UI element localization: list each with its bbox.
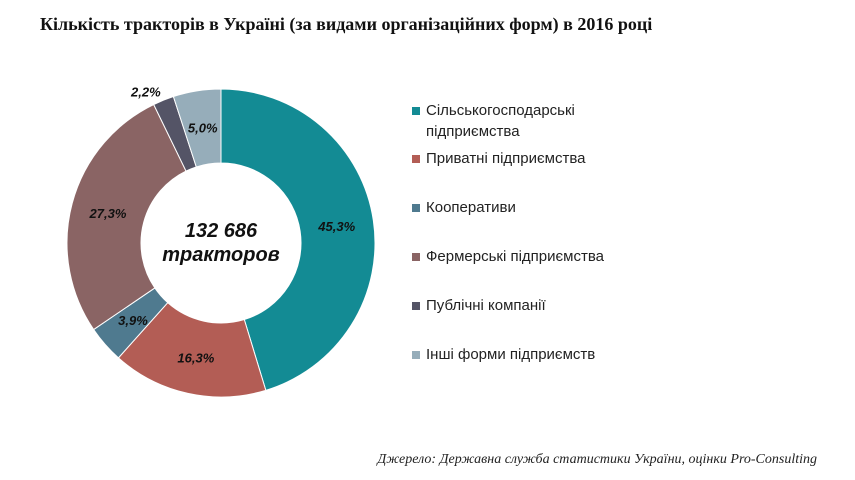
legend-item-private: Приватні підприємства bbox=[412, 148, 626, 169]
legend-swatch bbox=[412, 351, 420, 359]
center-total-unit: тракторов bbox=[162, 244, 280, 266]
slice-labels: 45,3% 16,3% 3,9% 27,3% 2,2% 5,0% bbox=[89, 84, 356, 365]
legend-swatch bbox=[412, 107, 420, 115]
legend-item-cooperatives: Кооперативи bbox=[412, 197, 626, 218]
legend-label: Інші форми підприємств bbox=[426, 346, 596, 363]
slice-label-farms: 27,3% bbox=[89, 206, 127, 221]
source-note: Джерело: Державна служба статистики Укра… bbox=[377, 452, 817, 467]
legend-label: Кооперативи bbox=[426, 199, 516, 216]
center-total-value: 132 686 bbox=[185, 220, 258, 242]
slice-private bbox=[117, 301, 267, 398]
slice-agricultural bbox=[220, 88, 376, 391]
slice-label-private: 16,3% bbox=[177, 350, 214, 365]
slice-other bbox=[172, 88, 222, 168]
legend-label: Фермерські підприємства bbox=[426, 248, 604, 265]
donut-slices bbox=[66, 88, 376, 398]
slice-label-cooperatives: 3,9% bbox=[118, 313, 148, 328]
slice-label-public: 2,2% bbox=[130, 84, 161, 99]
chart-title: Кількість тракторів в Україні (за видами… bbox=[40, 14, 653, 34]
slice-label-agricultural: 45,3% bbox=[317, 219, 355, 234]
legend-item-public: Публічні компанії bbox=[412, 295, 626, 316]
slice-farms bbox=[66, 103, 187, 331]
slice-label-other: 5,0% bbox=[188, 120, 218, 135]
legend-item-other: Інші форми підприємств bbox=[412, 344, 626, 365]
legend-label: Публічні компанії bbox=[426, 297, 546, 314]
legend-swatch bbox=[412, 155, 420, 163]
legend-item-agricultural: Сільськогосподарські підприємства bbox=[412, 100, 626, 142]
legend-swatch bbox=[412, 253, 420, 261]
legend-swatch bbox=[412, 204, 420, 212]
legend-label: Приватні підприємства bbox=[426, 150, 586, 167]
legend-item-farms: Фермерські підприємства bbox=[412, 246, 626, 267]
legend-label: Сільськогосподарські підприємства bbox=[426, 102, 575, 140]
legend-swatch bbox=[412, 302, 420, 310]
